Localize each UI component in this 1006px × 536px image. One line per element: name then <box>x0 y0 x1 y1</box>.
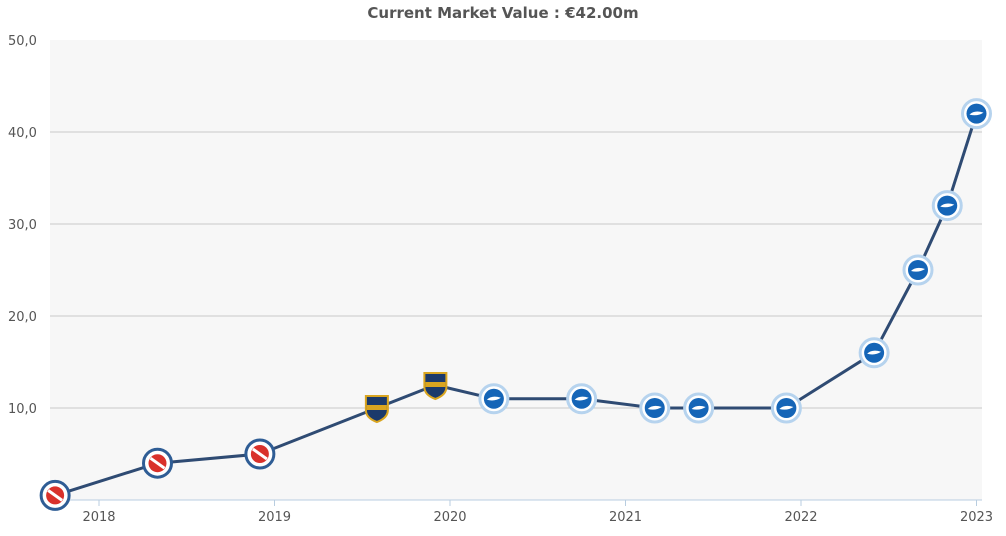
data-point-boca-icon <box>364 395 389 424</box>
crest-gull <box>486 396 501 401</box>
crest-band <box>366 405 387 410</box>
data-point-brighton-icon <box>961 98 992 130</box>
chart-title: Current Market Value : €42.00m <box>367 4 639 22</box>
x-tick-label: 2020 <box>433 510 466 525</box>
data-point-brighton-icon <box>931 190 963 222</box>
data-point-brighton-icon <box>566 383 598 415</box>
crest-stripe <box>252 447 268 461</box>
data-point-brighton-icon <box>639 392 671 424</box>
data-point-brighton-icon <box>770 392 802 424</box>
crest-gull <box>969 111 984 116</box>
crest-gull <box>647 405 662 410</box>
data-point-argentinos-icon <box>142 447 173 479</box>
x-tick-label: 2018 <box>82 510 115 525</box>
x-tick-label: 2019 <box>258 510 291 525</box>
data-point-brighton-icon <box>858 337 890 369</box>
crest-gull <box>911 267 925 272</box>
data-point-brighton-icon <box>902 254 934 286</box>
y-tick-label: 50,0 <box>8 34 37 49</box>
data-point-brighton-icon <box>683 392 715 424</box>
series-line <box>54 113 978 497</box>
data-point-argentinos-icon <box>244 438 276 470</box>
crest-stripe <box>47 489 63 502</box>
data-point-argentinos-icon <box>39 479 71 511</box>
data-point-boca-icon <box>423 372 448 401</box>
x-tick-label: 2021 <box>609 510 642 525</box>
x-tick-label: 2023 <box>960 510 993 525</box>
crest-stripe <box>149 456 166 470</box>
crest-gull <box>574 396 589 401</box>
y-tick-label: 20,0 <box>8 310 37 325</box>
crest-band <box>425 382 446 387</box>
x-tick-label: 2022 <box>784 510 817 525</box>
data-point-brighton-icon <box>478 383 510 415</box>
crest-gull <box>691 405 706 410</box>
plot-area <box>50 40 982 500</box>
crest-gull <box>940 203 955 208</box>
crest-gull <box>779 405 794 410</box>
crest-gull <box>867 350 882 355</box>
y-tick-label: 10,0 <box>8 402 37 417</box>
y-tick-label: 40,0 <box>8 126 37 141</box>
y-tick-label: 30,0 <box>8 218 37 233</box>
